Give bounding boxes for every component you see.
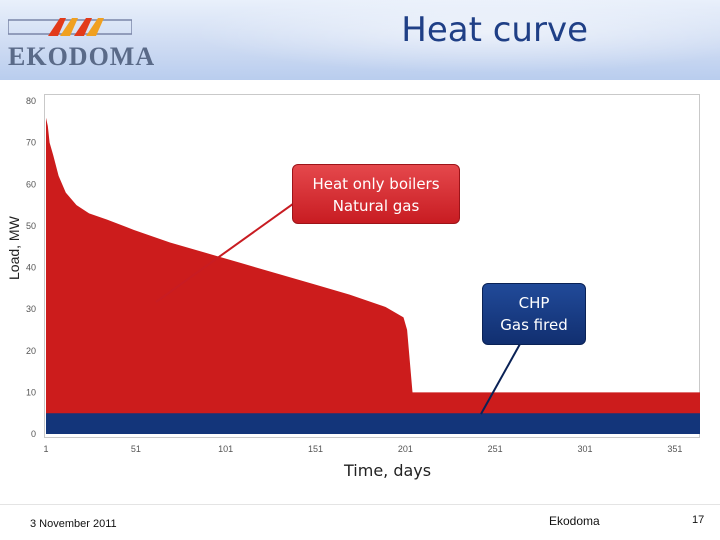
footer-divider <box>0 504 720 505</box>
x-axis-label: Time, days <box>344 461 432 480</box>
y-tick-label: 0 <box>31 429 36 439</box>
slide-title: Heat curve <box>401 10 588 50</box>
y-tick-label: 30 <box>26 304 36 314</box>
x-tick-label: 151 <box>308 444 323 454</box>
boilers-callout-line-2: Natural gas <box>332 197 420 215</box>
x-tick-label: 201 <box>398 444 413 454</box>
y-axis-label: Load, MW <box>6 216 22 280</box>
y-tick-label: 50 <box>26 221 36 231</box>
chp-callout-line-1: CHP <box>518 294 550 312</box>
x-tick-label: 51 <box>131 444 141 454</box>
boilers-callout-line-1: Heat only boilers <box>312 175 440 193</box>
y-tick-label: 40 <box>26 263 36 273</box>
x-tick-label: 301 <box>577 444 592 454</box>
x-tick-label: 251 <box>488 444 503 454</box>
header-decoration <box>140 0 720 80</box>
footer-date: 3 November 2011 <box>30 518 117 530</box>
y-tick-label: 80 <box>26 96 36 106</box>
x-tick-label: 351 <box>667 444 682 454</box>
chp-area-series <box>46 413 700 434</box>
y-tick-label: 10 <box>26 387 36 397</box>
chart-frame <box>44 94 700 438</box>
logo-emblem-icon <box>8 18 132 36</box>
footer-organization: Ekodoma <box>549 514 600 528</box>
boilers-callout: Heat only boilers Natural gas <box>292 164 460 224</box>
chp-callout: CHP Gas fired <box>482 283 586 345</box>
logo-wordmark: EKODOMA <box>8 42 156 71</box>
y-tick-label: 20 <box>26 346 36 356</box>
chp-callout-line-2: Gas fired <box>500 316 568 334</box>
y-tick-label: 60 <box>26 179 36 189</box>
boilers-area-series <box>46 117 700 434</box>
y-tick-label: 70 <box>26 138 36 148</box>
x-tick-label: 101 <box>218 444 233 454</box>
page-number: 17 <box>692 514 705 526</box>
slide-header: EKODOMA Heat curve <box>0 0 720 80</box>
x-tick-label: 1 <box>43 444 48 454</box>
ekodoma-logo: EKODOMA <box>8 12 156 72</box>
